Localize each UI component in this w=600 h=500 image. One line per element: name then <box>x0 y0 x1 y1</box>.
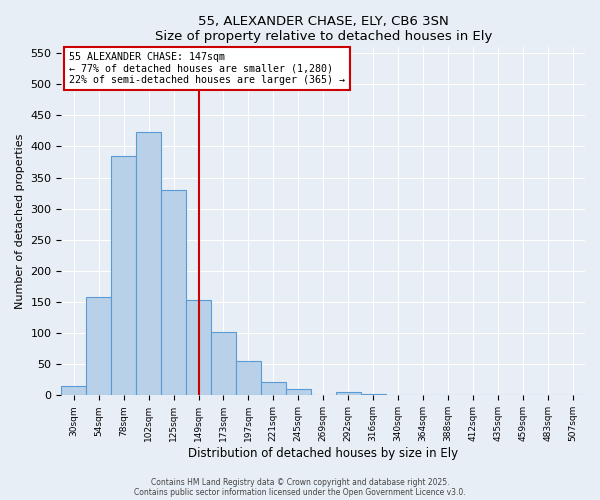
Bar <box>186 300 211 396</box>
Bar <box>335 392 361 396</box>
Bar <box>261 382 286 396</box>
Text: 55 ALEXANDER CHASE: 147sqm
← 77% of detached houses are smaller (1,280)
22% of s: 55 ALEXANDER CHASE: 147sqm ← 77% of deta… <box>69 52 345 86</box>
X-axis label: Distribution of detached houses by size in Ely: Distribution of detached houses by size … <box>188 447 458 460</box>
Bar <box>86 297 111 396</box>
Bar <box>361 394 386 396</box>
Title: 55, ALEXANDER CHASE, ELY, CB6 3SN
Size of property relative to detached houses i: 55, ALEXANDER CHASE, ELY, CB6 3SN Size o… <box>155 15 492 43</box>
Bar <box>61 386 86 396</box>
Bar <box>236 361 261 396</box>
Bar <box>286 389 311 396</box>
Bar <box>161 190 186 396</box>
Y-axis label: Number of detached properties: Number of detached properties <box>15 134 25 309</box>
Bar <box>211 332 236 396</box>
Bar <box>136 132 161 396</box>
Bar <box>111 156 136 396</box>
Text: Contains HM Land Registry data © Crown copyright and database right 2025.
Contai: Contains HM Land Registry data © Crown c… <box>134 478 466 497</box>
